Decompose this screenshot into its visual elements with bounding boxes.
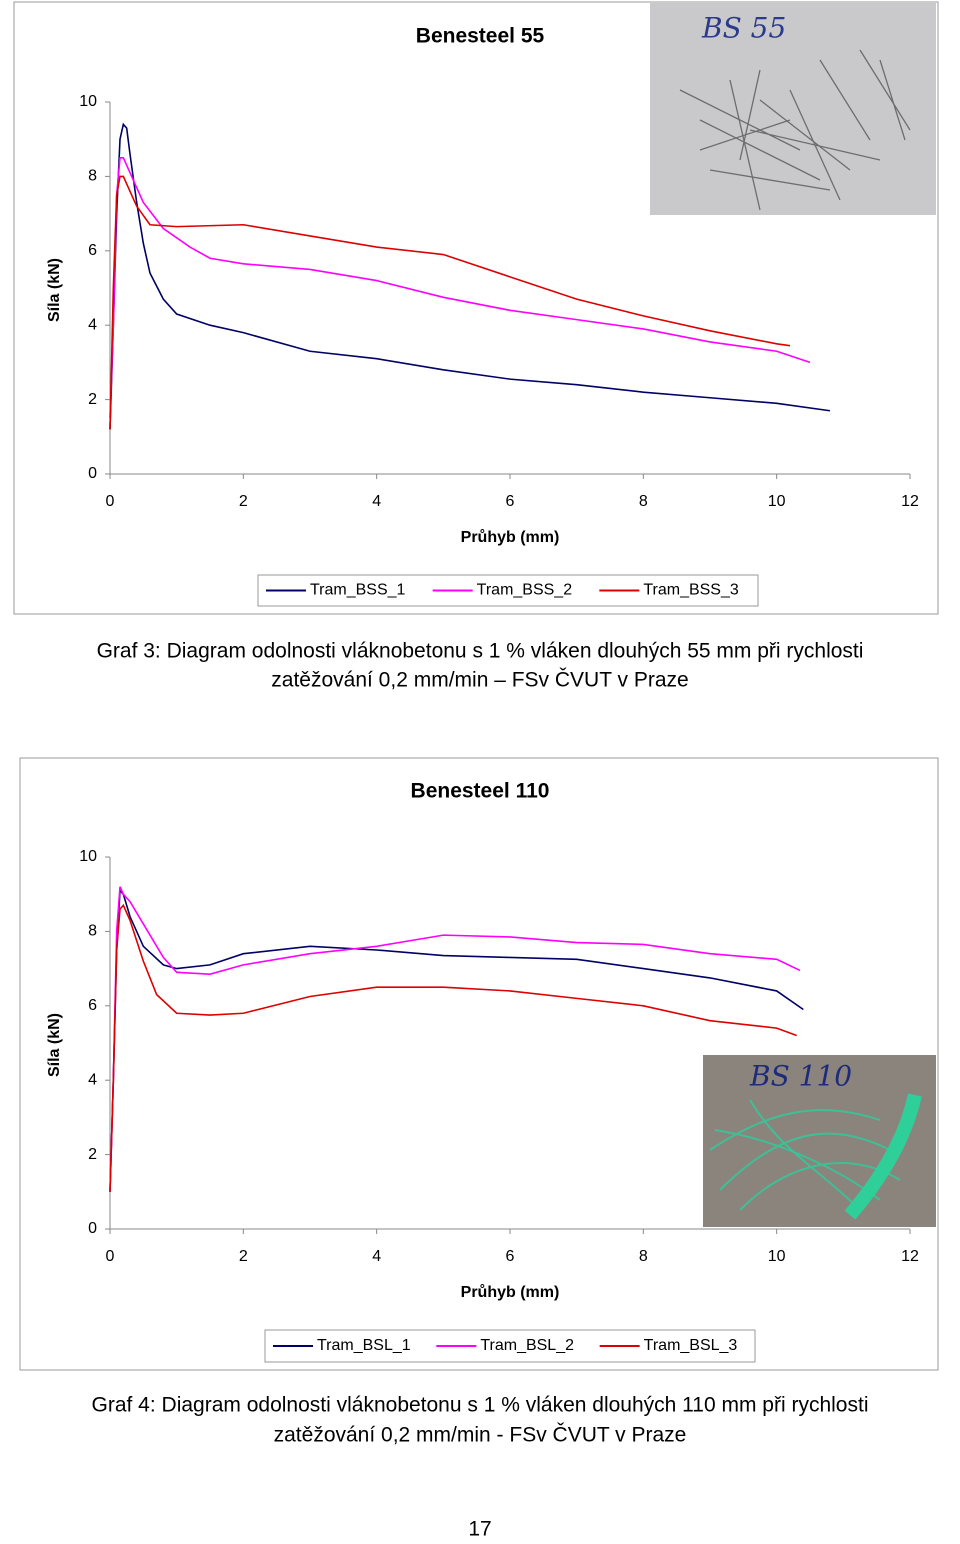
legend-label: Tram_BSL_2: [480, 1337, 574, 1354]
y-tick-label: 4: [88, 316, 97, 333]
x-tick-label: 6: [506, 493, 515, 510]
x-axis-label: Průhyb (mm): [461, 529, 560, 546]
x-tick-label: 8: [639, 493, 648, 510]
legend-label: Tram_BSL_3: [644, 1337, 738, 1354]
legend-label: Tram_BSS_2: [477, 582, 573, 599]
caption: Graf 3: Diagram odolnosti vláknobetonu s…: [97, 640, 864, 663]
x-tick-label: 0: [106, 1248, 115, 1265]
x-tick-label: 2: [239, 1248, 248, 1265]
chart: Benesteel 110 Síla (kN) Průhyb (mm) 0 2 4 6 8 10…: [46, 780, 919, 1363]
y-tick-label: 6: [88, 242, 97, 259]
legend-box: [264, 1329, 756, 1363]
data-line: [109, 122, 831, 430]
chart-title: Benesteel 55: [416, 25, 545, 48]
x-tick-label: 12: [901, 1248, 919, 1265]
y-tick-label: 10: [79, 93, 97, 110]
y-axis-label: Síla (kN): [46, 1013, 63, 1077]
y-axis-label: Síla (kN): [46, 258, 63, 322]
page-number: 17: [468, 1518, 491, 1541]
y-tick-label: 2: [88, 1146, 97, 1163]
x-tick-label: 4: [372, 1248, 381, 1265]
x-tick-label: 12: [901, 493, 919, 510]
photo: BS 55: [650, 3, 936, 215]
data-line: [109, 886, 801, 1192]
x-tick-label: 6: [506, 1248, 515, 1265]
x-tick-label: 0: [106, 493, 115, 510]
photo-label: BS 55: [701, 12, 786, 45]
legend-label: Tram_BSS_1: [310, 582, 406, 599]
y-tick-label: 0: [88, 465, 97, 482]
x-tick-label: 2: [239, 493, 248, 510]
y-tick-label: 6: [88, 997, 97, 1014]
caption: zatěžování 0,2 mm/min – FSv ČVUT v Praze: [271, 669, 688, 692]
data-line: [109, 888, 804, 1192]
y-tick-label: 8: [88, 168, 97, 185]
photo: BS 110: [703, 1055, 936, 1227]
caption: zatěžování 0,2 mm/min - FSv ČVUT v Praze: [274, 1424, 687, 1447]
chart-title: Benesteel 110: [411, 780, 550, 803]
legend-box: [257, 574, 759, 607]
x-axis-label: Průhyb (mm): [461, 1284, 560, 1301]
x-tick-label: 8: [639, 1248, 648, 1265]
y-tick-label: 2: [88, 391, 97, 408]
y-tick-label: 8: [88, 923, 97, 940]
x-tick-label: 10: [768, 1248, 786, 1265]
caption: Graf 4: Diagram odolnosti vláknobetonu s…: [92, 1394, 869, 1417]
data-line: [109, 903, 797, 1192]
data-line: [109, 175, 791, 430]
data-line: [109, 157, 811, 419]
x-tick-label: 4: [372, 493, 381, 510]
y-tick-label: 0: [88, 1220, 97, 1237]
chart: Benesteel 55 Síla (kN) Průhyb (mm) 0 2 4 6 8 10 0…: [46, 25, 919, 607]
legend-label: Tram_BSL_1: [317, 1337, 411, 1354]
legend-label: Tram_BSS_3: [643, 582, 739, 599]
y-tick-label: 4: [88, 1071, 97, 1088]
y-tick-label: 10: [79, 848, 97, 865]
photo-label: BS 110: [749, 1060, 852, 1093]
x-tick-label: 10: [768, 493, 786, 510]
